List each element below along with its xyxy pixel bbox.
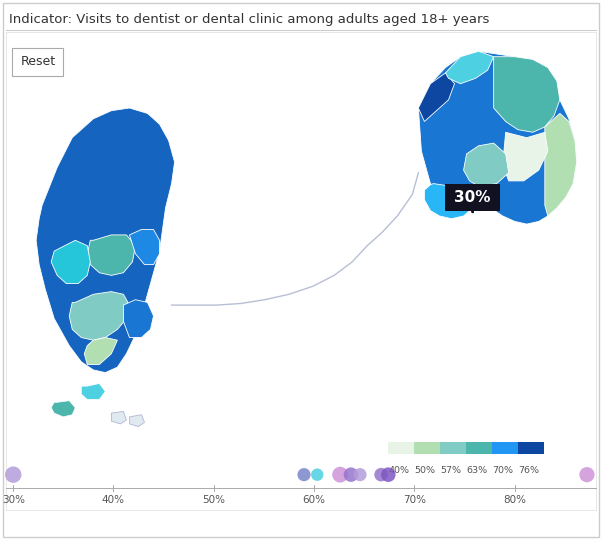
Text: Indicator: Visits to dentist or dental clinic among adults aged 18+ years: Indicator: Visits to dentist or dental c… — [9, 14, 489, 26]
Polygon shape — [545, 113, 577, 216]
FancyBboxPatch shape — [6, 32, 596, 510]
Text: 40%: 40% — [388, 466, 409, 475]
Polygon shape — [81, 383, 105, 400]
Text: 63%: 63% — [466, 466, 487, 475]
Text: 50%: 50% — [202, 495, 225, 505]
Polygon shape — [424, 184, 476, 219]
Text: 30%: 30% — [2, 495, 25, 505]
Polygon shape — [84, 338, 117, 364]
Bar — [466, 442, 492, 454]
Polygon shape — [87, 235, 135, 275]
FancyBboxPatch shape — [12, 48, 63, 76]
Bar — [388, 442, 414, 454]
Text: 80%: 80% — [503, 495, 526, 505]
Bar — [518, 442, 544, 454]
Bar — [414, 442, 440, 454]
Bar — [440, 442, 466, 454]
Text: 70%: 70% — [492, 466, 513, 475]
Point — [346, 470, 356, 479]
Polygon shape — [51, 401, 75, 417]
Text: 50%: 50% — [414, 466, 435, 475]
Point — [376, 470, 386, 479]
FancyBboxPatch shape — [445, 184, 500, 211]
Text: 30%: 30% — [455, 190, 491, 205]
Polygon shape — [51, 240, 90, 284]
Polygon shape — [445, 51, 494, 84]
Polygon shape — [503, 132, 548, 181]
Polygon shape — [69, 292, 129, 340]
Polygon shape — [464, 143, 509, 186]
Point — [8, 470, 18, 479]
Polygon shape — [418, 73, 455, 122]
Polygon shape — [111, 411, 126, 424]
Polygon shape — [129, 415, 144, 427]
Polygon shape — [129, 230, 160, 265]
FancyBboxPatch shape — [3, 3, 599, 537]
Polygon shape — [36, 108, 175, 373]
Point — [335, 470, 345, 479]
Text: 40%: 40% — [102, 495, 125, 505]
Text: 70%: 70% — [403, 495, 426, 505]
Point — [312, 470, 322, 479]
Text: Reset: Reset — [20, 55, 55, 68]
Point — [299, 470, 309, 479]
Text: 60%: 60% — [303, 495, 326, 505]
Text: 57%: 57% — [440, 466, 461, 475]
Polygon shape — [494, 57, 560, 132]
Polygon shape — [418, 51, 577, 224]
Text: 76%: 76% — [518, 466, 539, 475]
Polygon shape — [123, 300, 154, 338]
Point — [383, 470, 393, 479]
Point — [582, 470, 592, 479]
Bar — [492, 442, 518, 454]
Point — [355, 470, 365, 479]
